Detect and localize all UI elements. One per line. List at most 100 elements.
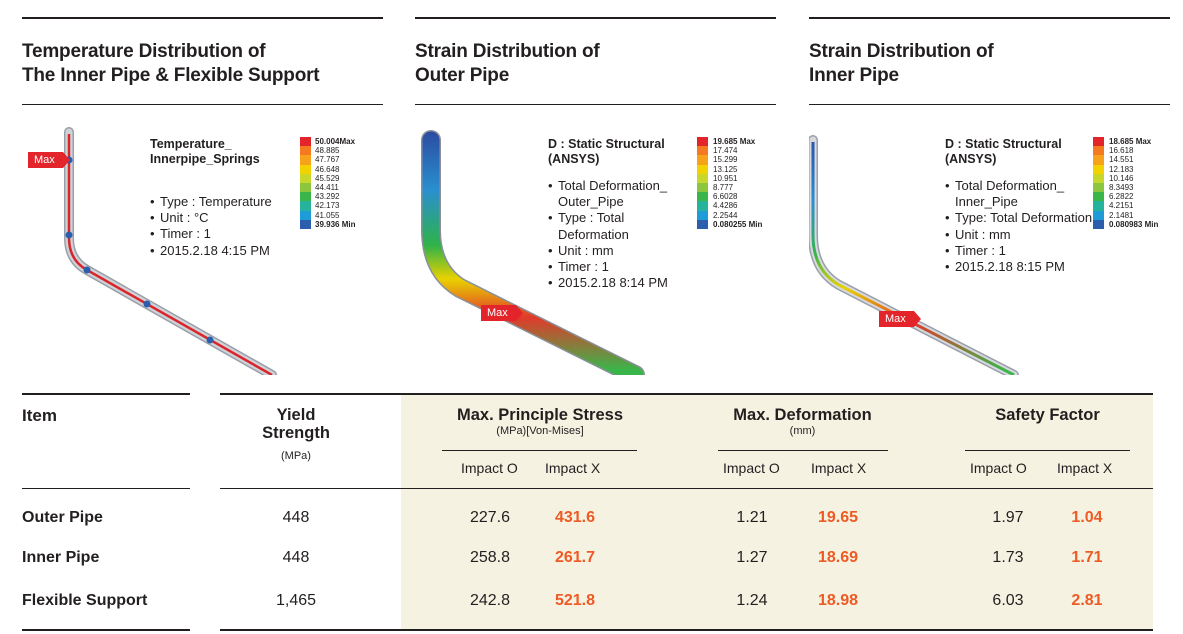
table-header-rule [220,488,1153,489]
table-bottom-rule-item [22,629,190,631]
yield-cell: 1,465 [275,592,317,609]
scale-swatch [697,137,708,147]
safety-o-cell: 1.97 [992,509,1024,526]
stress-impact-x: Impact X [545,460,601,476]
scale-swatch [300,137,311,147]
panel-3-bullet: Timer : 1 [945,243,1095,259]
panel-2-title-line1: Strain Distribution of [415,41,600,62]
max-deformation-header: Max. Deformation [733,406,872,424]
scale-swatch [300,146,311,156]
scale-swatch [1093,210,1104,220]
panel-1-legend-title: Temperature_ Innerpipe_Springs [150,137,260,166]
scale-swatch [300,182,311,193]
panel-2-bullet: Total Deformation_ Outer_Pipe [548,178,698,210]
panel-3-bullet: Total Deformation_ Inner_Pipe [945,178,1095,210]
scale-label: 39.936 Min [315,219,356,229]
scale-swatch [1093,201,1104,211]
table-top-rule-item [22,393,190,395]
panel-1-title: Temperature Distribution of The Inner Pi… [22,40,320,88]
panel-3-legend-bullets: Total Deformation_ Inner_Pipe Type: Tota… [945,178,1095,275]
scale-label: 43.292 [315,192,340,202]
safety-factor-header: Safety Factor [995,406,1100,424]
panel-2-max-tag: Max [481,305,523,321]
table-top-rule [220,393,1153,395]
scale-label: 10.146 [1109,173,1134,183]
scale-swatch [697,155,708,165]
panel-2-legend-bullets: Total Deformation_ Outer_Pipe Type : Tot… [548,178,698,292]
scale-label: 13.125 [713,164,738,174]
scale-swatch [300,155,311,165]
scale-label: 2.2544 [713,210,738,220]
scale-label: 44.411 [315,183,339,193]
scale-label: 15.299 [713,155,738,165]
scale-swatch [697,192,708,202]
panel-3-legend-title: D : Static Structural (ANSYS) [945,137,1062,166]
panel-1-title-line2: The Inner Pipe & Flexible Support [22,65,320,86]
scale-label: 2.1481 [1109,210,1134,220]
safety-o-cell: 6.03 [992,592,1024,609]
stress-o-cell: 242.8 [469,592,511,609]
scale-swatch [1093,192,1104,202]
scale-swatch [1093,155,1104,165]
scale-label: 8.3493 [1109,183,1134,193]
panel-2-bullet: Unit : mm [548,243,698,259]
stress-o-cell: 227.6 [469,509,511,526]
scale-swatch [1093,219,1104,229]
deform-x-cell: 18.98 [817,592,859,609]
table-bottom-rule [220,629,1153,631]
scale-label: 4.4286 [713,201,738,211]
stress-x-cell: 261.7 [554,549,596,566]
scale-swatch [697,173,708,183]
panel-1-bottom-rule [22,104,383,105]
scale-label: 19.685 Max [713,137,756,146]
scale-label: 12.183 [1109,164,1134,174]
safety-group-rule [965,450,1130,451]
panel-2-title-line2: Outer Pipe [415,65,510,86]
deform-o-cell: 1.27 [736,549,768,566]
scale-swatch [300,210,311,220]
panel-1-bullet: Timer : 1 [150,226,295,242]
yield-cell: 448 [282,509,310,526]
outer-pipe-strain-image [421,130,645,375]
scale-swatch [1093,164,1104,174]
panel-1-top-rule [22,17,383,19]
safety-x-cell: 1.04 [1071,509,1103,526]
stress-x-cell: 431.6 [554,509,596,526]
panel-2-bullet: Timer : 1 [548,259,698,275]
scale-label: 41.055 [315,210,340,220]
panel-1-bullet: Unit : °C [150,210,295,226]
panel-3-bullet: Unit : mm [945,227,1095,243]
deform-impact-x: Impact X [811,460,867,476]
safety-impact-x: Impact X [1057,460,1113,476]
panel-2-title: Strain Distribution of Outer Pipe [415,40,600,88]
scale-label: 6.2822 [1109,192,1134,202]
panel-2-bullet: 2015.2.18 8:14 PM [548,275,698,291]
scale-label: 46.648 [315,164,340,174]
max-stress-header: Max. Principle Stress [457,406,623,424]
inner-pipe-strain-image [809,135,1019,375]
stress-group-rule [442,450,637,451]
table-highlight-background [401,393,1153,629]
table-header-rule-item [22,488,190,489]
scale-swatch [1093,146,1104,156]
panel-1-legend-bullets: Type : Temperature Unit : °C Timer : 1 2… [150,194,295,259]
panel-3-bullet: 2015.2.18 8:15 PM [945,259,1095,275]
scale-swatch [1093,182,1104,193]
panel-3-title-line1: Strain Distribution of [809,41,994,62]
max-deformation-unit: (mm) [789,425,816,437]
inner-pipe-temperature-image [64,127,277,375]
deform-o-cell: 1.21 [736,509,768,526]
scale-label: 47.767 [315,155,340,165]
panel-3-bullet: Type: Total Deformation [945,210,1095,226]
scale-swatch [697,219,708,229]
row-label: Flexible Support [22,592,148,609]
yield-strength-unit: (MPa) [281,450,311,462]
panel-3-top-rule [809,17,1170,19]
panel-3-bottom-rule [809,104,1170,105]
safety-impact-o: Impact O [970,460,1027,476]
scale-swatch [300,192,311,202]
panel-3-max-tag: Max [879,311,921,327]
panel-1-title-line1: Temperature Distribution of [22,41,266,62]
panel-3-color-scale [1093,137,1104,229]
scale-swatch [300,164,311,174]
